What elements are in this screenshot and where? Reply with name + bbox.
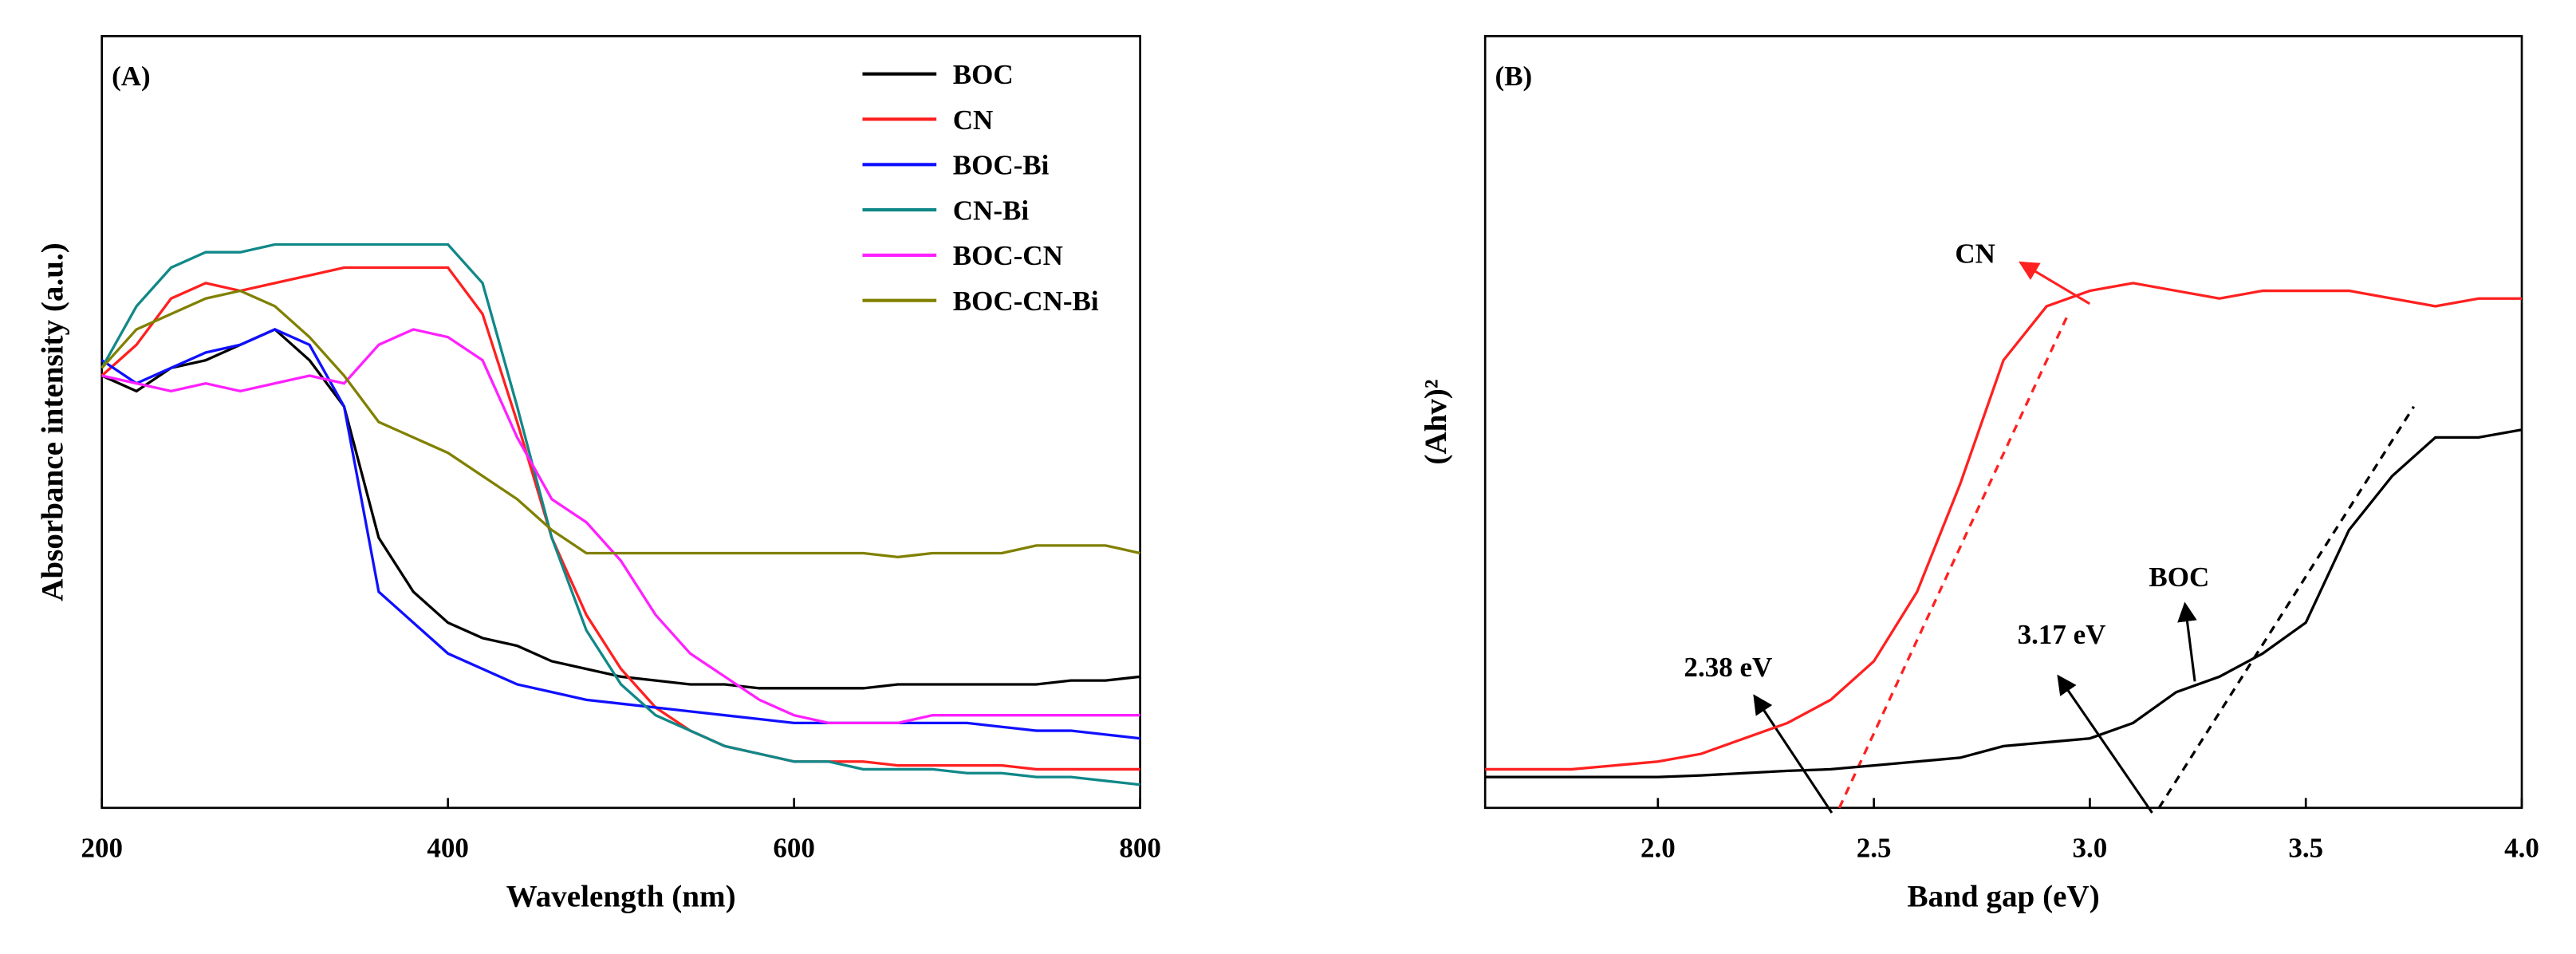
plot-frame [1483, 34, 2523, 810]
legend-label: BOC-CN-Bi [953, 286, 1099, 317]
legend-label: CN [953, 104, 994, 136]
x-tick-label: 4.0 [2504, 833, 2539, 864]
annotation-arrow [2057, 674, 2153, 814]
annotation: BOC [2149, 562, 2209, 593]
x-tick-label: 2.0 [1641, 833, 1676, 864]
x-tick-label: 2.5 [1857, 833, 1892, 864]
y-axis-label: (Ahv)² [1419, 379, 1453, 464]
panel-label: (A) [112, 61, 151, 92]
x-tick-label: 3.0 [2073, 833, 2108, 864]
fit-line [1837, 313, 2070, 809]
series-line [1485, 428, 2523, 779]
series-line [101, 328, 1140, 690]
series-line [100, 328, 1140, 740]
x-tick-label: 200 [81, 833, 123, 864]
x-axis-label: Wavelength (nm) [506, 879, 736, 913]
plot-frame [100, 34, 1141, 810]
x-tick-label: 600 [773, 833, 815, 864]
legend-label: BOC-Bi [953, 150, 1050, 181]
annotation-arrow [2019, 261, 2091, 306]
x-tick-label: 800 [1119, 833, 1161, 864]
x-axis-label: Band gap (eV) [1907, 879, 2099, 913]
annotation: 2.38 eV [1684, 652, 1772, 683]
annotation: 3.17 eV [2018, 619, 2106, 650]
legend-label: BOC [953, 59, 1014, 90]
y-axis-label: Absorbance intensity (a.u.) [35, 242, 69, 601]
legend-label: BOC-CN [953, 240, 1063, 271]
panel-label: (B) [1495, 61, 1533, 92]
legend-label: CN-Bi [953, 195, 1030, 226]
annotation-arrow [1753, 694, 1834, 814]
fit-line [2157, 405, 2416, 809]
series-line [100, 289, 1140, 559]
annotation: CN [1955, 238, 1995, 269]
series-line [100, 242, 1140, 786]
series-line [101, 328, 1140, 725]
x-tick-label: 400 [427, 833, 469, 864]
series-line [100, 266, 1140, 771]
annotation-arrow [2177, 601, 2197, 682]
series-line [1485, 282, 2523, 771]
x-tick-label: 3.5 [2288, 833, 2323, 864]
